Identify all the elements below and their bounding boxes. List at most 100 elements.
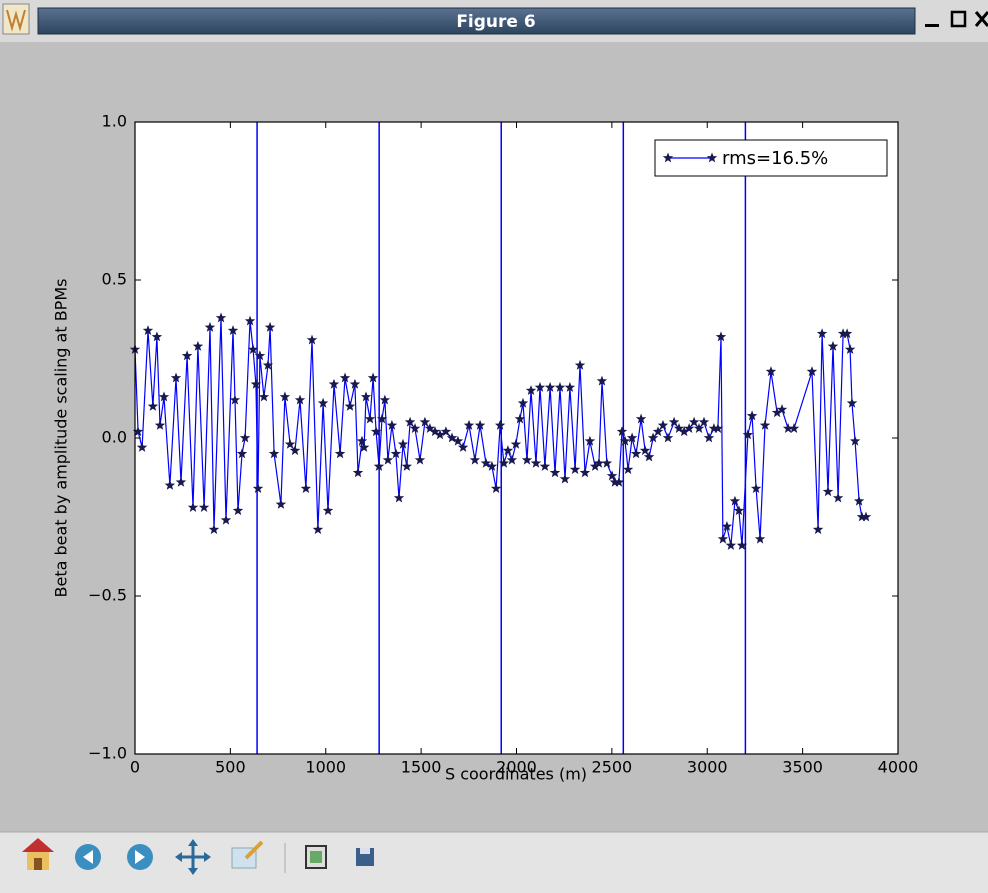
star-marker (534, 381, 546, 392)
star-marker (514, 413, 526, 424)
back-button[interactable] (75, 844, 101, 870)
star-marker (446, 432, 458, 443)
star-marker (853, 495, 865, 506)
star-marker (657, 419, 669, 430)
star-marker (837, 328, 849, 339)
star-marker (250, 378, 262, 389)
star-marker (652, 426, 664, 437)
star-marker (616, 426, 628, 437)
star-marker (812, 524, 824, 535)
star-marker (569, 464, 581, 474)
star-marker (530, 457, 542, 468)
star-marker (589, 460, 601, 471)
star-marker (601, 457, 613, 468)
star-marker (192, 340, 204, 351)
star-marker (356, 435, 368, 446)
star-marker (317, 397, 329, 408)
star-marker (708, 423, 720, 433)
legend-label: rms=16.5% (722, 148, 828, 169)
star-marker (750, 483, 762, 493)
subplots-button[interactable] (305, 845, 327, 869)
star-marker (771, 407, 783, 418)
star-marker (494, 419, 506, 430)
star-marker (584, 435, 596, 446)
star-marker (187, 502, 199, 512)
star-marker (244, 315, 256, 326)
close-button[interactable] (974, 11, 988, 27)
star-marker (521, 454, 533, 465)
star-marker (490, 483, 502, 493)
star-marker (390, 448, 402, 459)
series-line (134, 317, 866, 546)
star-marker (574, 359, 586, 370)
star-marker (247, 344, 259, 354)
star-marker (559, 473, 571, 484)
y-tick-label: 1.0 (102, 112, 127, 131)
star-marker (486, 460, 498, 471)
star-marker (132, 426, 144, 437)
star-marker (596, 375, 608, 386)
x-tick-label: 3000 (687, 758, 728, 777)
pan-button[interactable] (175, 839, 211, 875)
star-marker (419, 416, 431, 427)
star-marker (683, 423, 695, 433)
star-marker (639, 445, 651, 456)
star-marker (844, 344, 856, 354)
star-marker (579, 467, 591, 478)
star-marker (414, 454, 426, 465)
star-marker (668, 416, 680, 427)
star-marker (175, 476, 187, 487)
star-marker (379, 394, 391, 405)
maximize-button[interactable] (950, 10, 967, 28)
star-marker (284, 438, 296, 449)
star-marker (554, 381, 566, 392)
home-button[interactable] (22, 838, 54, 870)
star-marker (606, 470, 618, 481)
star-marker (746, 410, 758, 421)
minimize-button[interactable] (925, 24, 939, 27)
forward-button[interactable] (127, 844, 153, 870)
star-marker (154, 419, 166, 430)
star-marker (733, 505, 745, 516)
y-tick-label: 0.5 (102, 270, 127, 289)
star-marker (544, 381, 556, 392)
star-marker (678, 426, 690, 437)
star-marker (382, 454, 394, 465)
star-marker (227, 325, 239, 335)
star-marker (358, 442, 370, 452)
star-marker (469, 454, 481, 465)
star-marker (510, 438, 522, 449)
star-marker (440, 426, 452, 437)
legend: rms=16.5% (654, 139, 888, 177)
star-marker (352, 467, 364, 478)
star-marker (181, 350, 193, 361)
star-marker (334, 448, 346, 459)
star-marker (816, 328, 828, 339)
star-marker (364, 413, 376, 424)
zoom-button[interactable] (231, 840, 264, 869)
star-marker (635, 413, 647, 424)
star-marker (721, 521, 733, 531)
star-marker (856, 511, 868, 522)
star-marker (434, 429, 446, 440)
star-marker (312, 524, 324, 535)
star-marker (424, 423, 436, 433)
star-marker (232, 505, 244, 516)
y-axis-label: Beta beat by amplitude scaling at BPMs (52, 279, 71, 598)
star-marker (170, 372, 182, 383)
star-marker (822, 486, 834, 497)
star-marker (765, 366, 777, 377)
star-marker (609, 476, 621, 487)
title-bar (37, 7, 916, 35)
star-marker (630, 448, 642, 459)
star-marker (712, 423, 724, 433)
y-tick-label: 0.0 (102, 428, 127, 447)
star-marker (725, 539, 737, 550)
star-marker (742, 429, 754, 440)
star-marker (300, 483, 312, 493)
save-button[interactable] (356, 848, 374, 866)
star-marker (782, 423, 794, 433)
star-marker (846, 397, 858, 408)
star-marker (376, 413, 388, 424)
